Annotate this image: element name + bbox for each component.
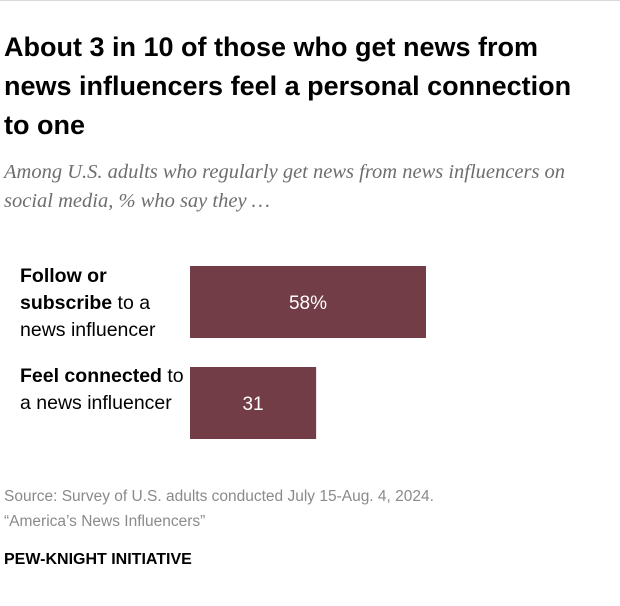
bar-0 — [190, 266, 426, 338]
top-divider — [0, 0, 620, 1]
bar-value-label-0: 58% — [289, 293, 327, 314]
chart-subtitle: Among U.S. adults who regularly get news… — [4, 161, 566, 212]
bar-1 — [190, 367, 317, 439]
category-label-rest: to a news influencer — [20, 292, 156, 341]
chart-title: About 3 in 10 of those who get news from… — [4, 32, 572, 140]
report-title: “America’s News Influencers” — [4, 513, 206, 530]
category-label-bold: Follow or subscribe — [20, 265, 113, 314]
category-label-rest: to a news influencer — [20, 365, 184, 414]
source-note: Source: Survey of U.S. adults conducted … — [4, 484, 604, 534]
category-label-follow: Follow or subscribe to a news influencer — [20, 263, 195, 344]
category-label-bold: Feel connected — [20, 365, 162, 387]
brand-footer: PEW-KNIGHT INITIATIVE — [4, 551, 192, 568]
source-line: Source: Survey of U.S. adults conducted … — [4, 488, 434, 505]
bar-value-label-1: 31 — [242, 394, 263, 415]
category-label-connected: Feel connected to a news influencer — [20, 363, 195, 417]
